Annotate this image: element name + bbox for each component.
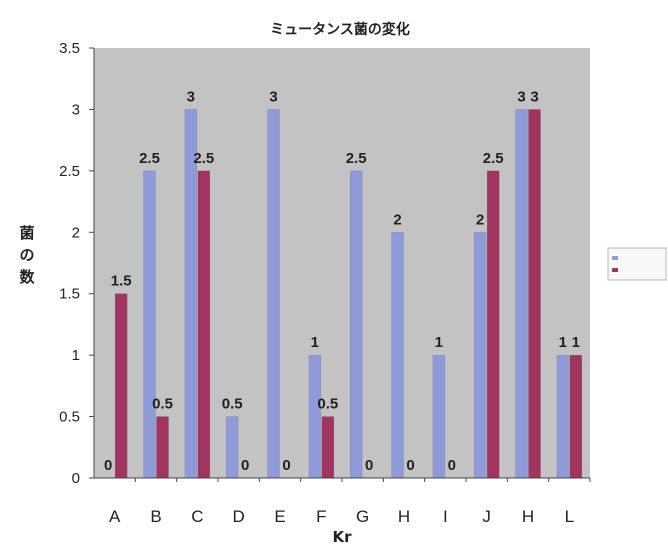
bar-series-2	[115, 294, 127, 478]
data-label-series-2: 0	[406, 457, 414, 474]
bar-series-2	[529, 109, 541, 478]
legend-swatch-1	[612, 256, 618, 260]
data-label-series-2: 1	[572, 334, 580, 351]
x-category-label: J	[482, 507, 491, 526]
y-tick-label: 0	[72, 470, 80, 487]
y-tick-label: 3	[72, 101, 80, 118]
bar-series-1	[226, 417, 238, 478]
data-label-series-1: 0.5	[222, 396, 243, 413]
bar-series-1	[268, 109, 280, 478]
y-axis-title: 菌の数	[19, 224, 35, 286]
data-label-series-2: 0	[365, 457, 373, 474]
data-label-series-2: 2.5	[483, 150, 504, 167]
x-axis-title: Kr	[332, 528, 352, 546]
data-label-series-2: 0	[282, 457, 290, 474]
data-label-series-1: 0	[104, 457, 112, 474]
bar-series-1	[557, 355, 569, 478]
legend	[608, 248, 666, 280]
bar-series-1	[392, 232, 404, 478]
bar-series-1	[474, 232, 486, 478]
data-label-series-2: 3	[530, 88, 538, 105]
y-tick-label: 1	[72, 347, 80, 364]
x-category-label: F	[316, 507, 326, 526]
bar-series-2	[570, 355, 582, 478]
x-category-label: H	[398, 507, 410, 526]
data-label-series-2: 0.5	[152, 396, 173, 413]
bar-series-2	[487, 171, 499, 478]
data-label-series-1: 1	[435, 334, 443, 351]
data-label-series-1: 3	[269, 88, 277, 105]
data-label-series-2: 2.5	[193, 150, 214, 167]
data-label-series-2: 1.5	[111, 273, 132, 290]
bar-series-1	[350, 171, 362, 478]
x-category-label: E	[274, 507, 285, 526]
data-label-series-1: 2	[393, 211, 401, 228]
bar-series-1	[516, 109, 528, 478]
data-label-series-1: 1	[559, 334, 567, 351]
x-category-label: I	[443, 507, 448, 526]
x-category-label: C	[191, 507, 203, 526]
x-category-label: B	[150, 507, 161, 526]
data-label-series-2: 0.5	[317, 396, 338, 413]
x-category-label: A	[109, 507, 121, 526]
data-label-series-1: 2.5	[139, 150, 160, 167]
y-tick-label: 2.5	[59, 163, 80, 180]
x-category-label: D	[233, 507, 245, 526]
legend-box	[608, 248, 666, 280]
bar-series-1	[309, 355, 321, 478]
x-category-label: G	[356, 507, 369, 526]
y-tick-label: 3.5	[59, 40, 80, 57]
bar-series-1	[144, 171, 156, 478]
legend-swatch-2	[612, 268, 618, 272]
x-category-label: L	[565, 507, 574, 526]
data-label-series-2: 0	[448, 457, 456, 474]
data-label-series-2: 0	[241, 457, 249, 474]
y-tick-label: 2	[72, 224, 80, 241]
data-label-series-1: 1	[311, 334, 319, 351]
data-label-series-1: 2	[476, 211, 484, 228]
x-category-label: H	[522, 507, 534, 526]
chart-title: ミュータンス菌の変化	[270, 21, 410, 38]
y-tick-label: 0.5	[59, 409, 80, 426]
data-label-series-1: 3	[187, 88, 195, 105]
bar-series-2	[322, 417, 334, 478]
bar-series-2	[157, 417, 169, 478]
data-label-series-1: 2.5	[346, 150, 367, 167]
data-label-series-1: 3	[517, 88, 525, 105]
y-tick-label: 1.5	[59, 286, 80, 303]
bar-series-1	[433, 355, 445, 478]
bar-series-2	[198, 171, 210, 478]
